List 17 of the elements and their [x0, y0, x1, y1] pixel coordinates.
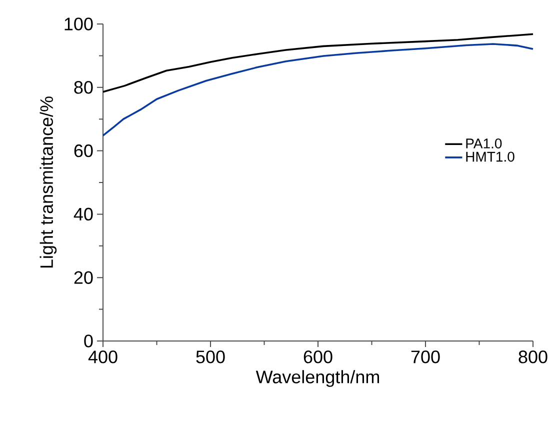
- x-tick-label: 600: [304, 350, 332, 364]
- x-axis-title: Wavelength/nm: [256, 370, 380, 387]
- y-tick-label: 60: [74, 144, 93, 158]
- legend-label: PA1.0: [466, 138, 502, 148]
- y-tick-label: 0: [84, 334, 93, 348]
- y-tick-label: 40: [74, 208, 93, 221]
- y-tick-label: 80: [74, 81, 93, 94]
- y-tick-label: 20: [74, 271, 93, 284]
- x-tick-label: 400: [88, 350, 118, 364]
- x-tick-label: 800: [518, 350, 548, 364]
- x-tick-label: 700: [411, 350, 440, 364]
- y-axis-title: Light transmittance/%: [40, 96, 57, 268]
- legend-label: HMT1.0: [466, 152, 514, 162]
- line-series: [102, 33, 534, 93]
- x-tick-label: 500: [196, 350, 225, 364]
- line-series: [102, 43, 534, 136]
- y-tick-label: 100: [64, 18, 93, 30]
